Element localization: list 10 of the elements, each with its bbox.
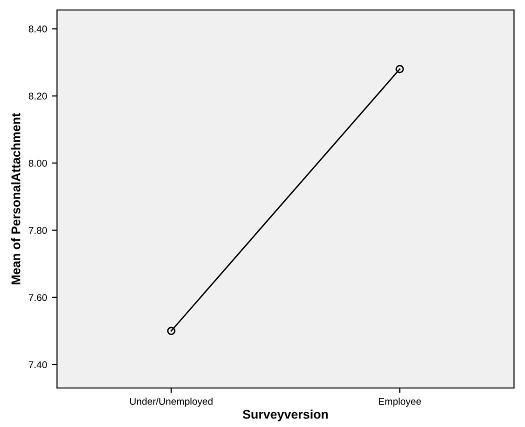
x-tick-label: Employee xyxy=(378,398,421,407)
y-tick-label: 8.20 xyxy=(28,92,47,100)
y-tick-label: 8.40 xyxy=(28,26,47,32)
y-tick-label: 7.60 xyxy=(28,294,47,301)
y-tick-label: 7.40 xyxy=(28,361,47,368)
x-tick-label: Under/Unemployed xyxy=(130,398,213,407)
y-axis-title: Mean of PersonalAttachment xyxy=(11,113,20,284)
y-tick-label: 8.00 xyxy=(28,160,47,167)
x-axis-title: Surveyversion xyxy=(242,410,328,422)
y-tick-label: 7.80 xyxy=(28,226,47,234)
